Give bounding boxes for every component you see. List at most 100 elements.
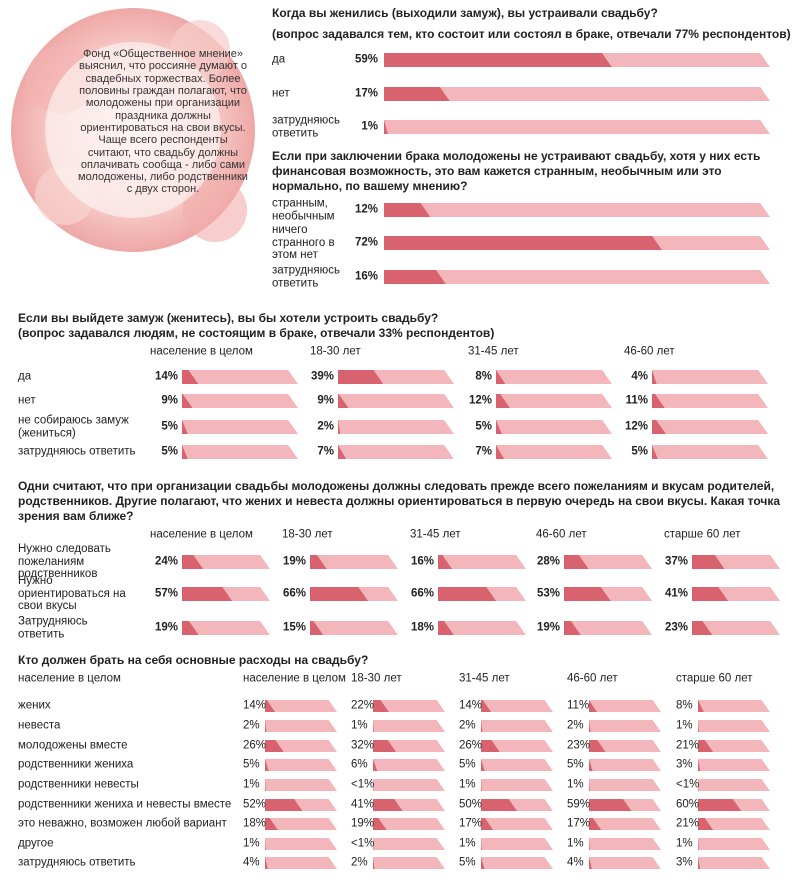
category-label: затрудняюсь ответить [272, 114, 340, 139]
bar [384, 120, 388, 134]
bar [384, 203, 431, 217]
bar-track [496, 394, 612, 408]
value-label: 7% [475, 445, 492, 458]
category-label: жених [18, 699, 51, 712]
bar [384, 270, 446, 284]
bar [182, 370, 199, 384]
value-label: <1% [676, 778, 700, 791]
value-label: 3% [676, 856, 693, 869]
bar-track [384, 270, 770, 284]
bar-track [481, 720, 553, 732]
series-header: 31-45 лет [468, 345, 519, 358]
value-label: 22% [351, 699, 375, 712]
category-label: ничего странного в этом нет [272, 224, 335, 262]
bar [481, 838, 482, 850]
bar [438, 587, 497, 601]
bar [698, 700, 704, 712]
bar [564, 587, 611, 601]
series-header: 31-45 лет [410, 528, 461, 541]
bar [698, 857, 701, 869]
value-label: 2% [351, 856, 368, 869]
value-label: 16% [354, 270, 378, 283]
category-label: затрудняюсь ответить [272, 264, 340, 289]
series-header: 18-30 лет [351, 672, 402, 685]
bar [373, 700, 389, 712]
bar [265, 857, 268, 869]
value-label: 5% [475, 420, 492, 433]
value-label: 12% [468, 394, 492, 407]
series-header: 46-60 лет [536, 528, 587, 541]
bar [698, 799, 742, 811]
bar-track [182, 370, 298, 384]
value-label: 5% [459, 856, 476, 869]
value-label: 15% [282, 621, 306, 634]
bar-track [589, 720, 661, 732]
bar [481, 818, 494, 830]
bar [698, 720, 699, 732]
bar [310, 555, 327, 569]
bar [384, 53, 612, 67]
value-label: 19% [536, 621, 560, 634]
value-label: 1% [243, 778, 260, 791]
bar-track [496, 445, 612, 459]
bar-track [373, 779, 445, 791]
bar-track [384, 203, 770, 217]
bar-track [481, 700, 553, 712]
value-label: 18% [410, 621, 434, 634]
bar [338, 370, 384, 384]
value-label: 19% [154, 621, 178, 634]
value-label: 21% [676, 817, 700, 830]
value-label: 9% [161, 394, 178, 407]
bar [438, 621, 454, 635]
bar [589, 759, 593, 771]
chart-title: Когда вы женились (выходили замуж), вы у… [272, 6, 658, 20]
category-label: да [272, 53, 286, 66]
value-label: 6% [351, 758, 368, 771]
bar-track [589, 818, 661, 830]
category-header: население в целом [18, 672, 121, 685]
value-label: 1% [459, 837, 476, 850]
bar-track [481, 759, 553, 771]
value-label: 17% [567, 817, 591, 830]
category-label: не собираюсь замуж (жениться) [18, 414, 129, 439]
value-label: 5% [631, 445, 648, 458]
bar-track [373, 818, 445, 830]
bar-track [438, 621, 526, 635]
bar [564, 555, 589, 569]
bar-track [589, 700, 661, 712]
value-label: 50% [459, 798, 483, 811]
bar-track [698, 818, 770, 830]
bar-track [589, 759, 661, 771]
bar [373, 759, 378, 771]
value-label: 1% [567, 837, 584, 850]
bar-track [182, 420, 298, 434]
bar [692, 587, 729, 601]
bar-track [652, 394, 768, 408]
value-label: 37% [664, 555, 688, 568]
bar [652, 445, 658, 459]
value-label: 8% [475, 370, 492, 383]
bar [338, 420, 341, 434]
category-label: родственники жениха и невесты вместе [18, 798, 232, 811]
category-label: странным, необычным [272, 197, 335, 222]
category-label: нет [272, 87, 290, 100]
category-label: Нужно следовать пожеланиям родственников [18, 543, 111, 581]
bar-track [338, 420, 454, 434]
bar-track [384, 87, 770, 101]
bar-track [182, 621, 270, 635]
value-label: 2% [243, 719, 260, 732]
bar-track [698, 759, 770, 771]
bar-track [481, 857, 553, 869]
value-label: 16% [410, 555, 434, 568]
bar [698, 838, 699, 850]
bar [384, 236, 662, 250]
bar-track [589, 779, 661, 791]
bar [589, 700, 597, 712]
bar-track [481, 818, 553, 830]
value-label: 26% [459, 739, 483, 752]
bar-track [496, 420, 612, 434]
value-label: 14% [243, 699, 267, 712]
chart-title: Одни считают, что при организации свадьб… [18, 479, 781, 523]
bar-track [652, 370, 768, 384]
